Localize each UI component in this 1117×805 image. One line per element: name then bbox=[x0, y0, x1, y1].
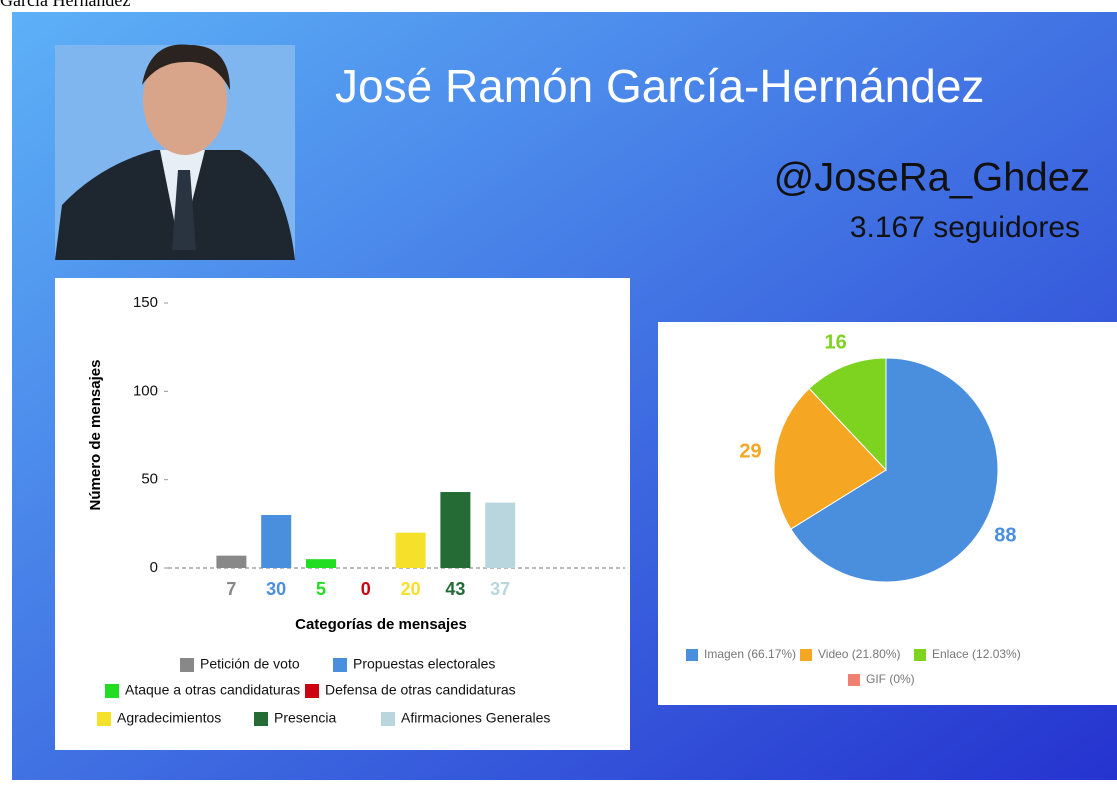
legend-label: GIF (0%) bbox=[866, 672, 915, 686]
followers: 3.167 seguidores bbox=[850, 211, 1080, 244]
page: García Hernández José Ramón García-Herná… bbox=[0, 0, 1117, 800]
handle: @JoseRa_Ghdez bbox=[774, 156, 1090, 200]
title: José Ramón García-Hernández bbox=[335, 60, 984, 112]
legend-label: Ataque a otras candidaturas bbox=[125, 682, 300, 698]
value-label: 16 bbox=[824, 331, 846, 353]
value-label: 7 bbox=[226, 579, 236, 599]
legend-swatch bbox=[686, 649, 698, 661]
legend-label: Agradecimientos bbox=[117, 710, 221, 726]
legend-label: Defensa de otras candidaturas bbox=[325, 682, 516, 698]
legend-swatch bbox=[254, 712, 268, 726]
value-label: 5 bbox=[316, 579, 326, 599]
value-label: 37 bbox=[490, 579, 510, 599]
slide: García Hernández José Ramón García-Herná… bbox=[0, 0, 1117, 800]
y-tick-label: 100 bbox=[133, 382, 158, 399]
legend-swatch bbox=[180, 658, 194, 672]
legend-swatch bbox=[848, 674, 860, 686]
caption: García Hernández bbox=[0, 0, 130, 10]
value-label: 20 bbox=[401, 579, 421, 599]
value-label: 29 bbox=[739, 441, 761, 463]
y-tick-label: 150 bbox=[133, 294, 158, 311]
y-axis-title: Número de mensajes bbox=[87, 360, 104, 511]
bar bbox=[396, 533, 426, 568]
photo bbox=[55, 45, 295, 261]
legend-swatch bbox=[97, 712, 111, 726]
legend-label: Propuestas electorales bbox=[353, 656, 495, 672]
legend-swatch bbox=[305, 684, 319, 698]
value-label: 30 bbox=[266, 579, 286, 599]
y-tick-label: 0 bbox=[150, 559, 158, 576]
value-label: 88 bbox=[994, 525, 1016, 547]
legend-label: Video (21.80%) bbox=[818, 647, 901, 661]
legend-swatch bbox=[105, 684, 119, 698]
bar bbox=[216, 556, 246, 568]
x-axis-title: Categorías de mensajes bbox=[295, 616, 467, 633]
legend-swatch bbox=[333, 658, 347, 672]
value-label: 43 bbox=[445, 579, 465, 599]
legend-swatch bbox=[381, 712, 395, 726]
legend-label: Presencia bbox=[274, 710, 336, 726]
bar bbox=[485, 503, 515, 568]
legend-label: Imagen (66.17%) bbox=[704, 647, 796, 661]
legend-swatch bbox=[914, 649, 926, 661]
legend-swatch bbox=[800, 649, 812, 661]
legend-label: Afirmaciones Generales bbox=[401, 710, 550, 726]
y-tick-label: 50 bbox=[141, 471, 158, 488]
bar bbox=[261, 515, 291, 568]
bar bbox=[306, 559, 336, 568]
bar bbox=[440, 492, 470, 568]
legend-label: Petición de voto bbox=[200, 656, 300, 672]
value-label: 0 bbox=[361, 579, 371, 599]
legend-label: Enlace (12.03%) bbox=[932, 647, 1021, 661]
bar-panel bbox=[55, 278, 630, 750]
